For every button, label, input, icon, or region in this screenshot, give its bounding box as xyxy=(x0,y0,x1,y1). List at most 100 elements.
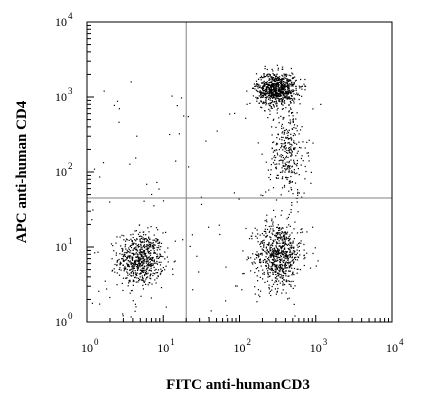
event-point xyxy=(285,92,287,95)
event-point xyxy=(129,252,131,254)
event-point xyxy=(154,279,156,281)
event-point xyxy=(259,259,261,261)
event-point xyxy=(160,255,163,257)
event-point xyxy=(149,275,151,277)
event-point xyxy=(265,252,267,254)
event-point xyxy=(293,127,295,129)
event-point xyxy=(282,282,284,284)
event-point xyxy=(276,96,278,98)
event-point xyxy=(300,78,302,81)
event-point xyxy=(132,268,134,270)
event-point xyxy=(160,261,162,263)
event-point xyxy=(149,245,152,247)
event-point xyxy=(143,267,145,270)
event-point xyxy=(270,93,273,95)
event-point xyxy=(278,240,280,242)
event-point xyxy=(128,255,131,257)
event-point xyxy=(274,89,276,91)
event-point xyxy=(276,232,278,234)
event-point xyxy=(288,165,290,167)
event-point xyxy=(225,266,227,268)
event-point xyxy=(150,226,152,228)
event-point xyxy=(173,261,175,263)
event-point xyxy=(267,276,269,278)
event-point xyxy=(274,80,276,82)
event-point xyxy=(278,81,280,83)
event-point xyxy=(156,238,158,240)
event-point xyxy=(148,236,150,238)
event-point xyxy=(260,92,262,94)
event-point xyxy=(144,259,146,261)
event-point xyxy=(268,241,270,244)
event-point xyxy=(127,285,129,287)
event-point xyxy=(270,269,272,271)
event-point xyxy=(272,90,274,92)
event-point xyxy=(130,316,132,318)
event-point xyxy=(275,98,277,100)
event-point xyxy=(288,138,290,140)
event-point xyxy=(137,281,139,283)
event-point xyxy=(275,82,277,85)
event-point xyxy=(272,89,274,91)
event-point xyxy=(150,273,152,275)
event-point xyxy=(296,112,298,114)
event-point xyxy=(286,83,288,85)
event-point xyxy=(150,258,153,260)
event-point xyxy=(293,274,295,276)
event-point xyxy=(281,66,284,68)
event-point xyxy=(132,262,134,264)
event-point xyxy=(226,314,228,317)
event-point xyxy=(106,288,108,290)
event-point xyxy=(300,232,302,234)
event-point xyxy=(286,218,288,220)
event-point xyxy=(283,139,285,142)
event-point xyxy=(143,265,146,267)
event-point xyxy=(263,102,266,104)
event-point xyxy=(279,234,281,236)
event-point xyxy=(152,263,154,265)
event-point xyxy=(277,249,279,251)
event-point xyxy=(281,91,283,94)
event-point xyxy=(123,253,125,255)
event-point xyxy=(315,265,317,267)
event-point xyxy=(216,130,218,132)
event-point xyxy=(261,87,263,90)
event-point xyxy=(266,89,268,91)
event-point xyxy=(268,95,270,97)
event-point xyxy=(150,263,152,265)
event-point xyxy=(277,242,279,244)
event-point xyxy=(278,87,280,89)
event-point xyxy=(158,261,160,263)
event-point xyxy=(282,78,284,80)
event-point xyxy=(282,254,285,256)
event-point xyxy=(293,90,295,92)
event-point xyxy=(295,254,297,256)
event-point xyxy=(290,285,292,288)
event-point xyxy=(291,72,293,74)
event-point xyxy=(276,233,278,235)
event-point xyxy=(281,132,283,134)
event-point xyxy=(279,227,281,229)
event-point xyxy=(278,245,280,247)
event-point xyxy=(147,263,149,265)
event-point xyxy=(290,153,293,155)
event-point xyxy=(290,94,292,96)
event-point xyxy=(267,117,269,119)
event-point xyxy=(270,244,272,246)
event-point xyxy=(276,267,279,269)
event-point xyxy=(291,99,293,101)
event-point xyxy=(91,219,93,221)
event-point xyxy=(287,92,289,94)
event-point xyxy=(137,259,139,261)
event-point xyxy=(135,273,137,275)
event-point xyxy=(272,248,274,250)
event-point xyxy=(286,233,288,235)
event-point xyxy=(293,171,295,173)
event-point xyxy=(137,246,139,248)
event-point xyxy=(277,93,279,95)
event-point xyxy=(271,232,273,234)
event-point xyxy=(284,231,286,233)
event-point xyxy=(290,146,292,148)
event-point xyxy=(293,124,296,126)
event-point xyxy=(278,236,280,238)
